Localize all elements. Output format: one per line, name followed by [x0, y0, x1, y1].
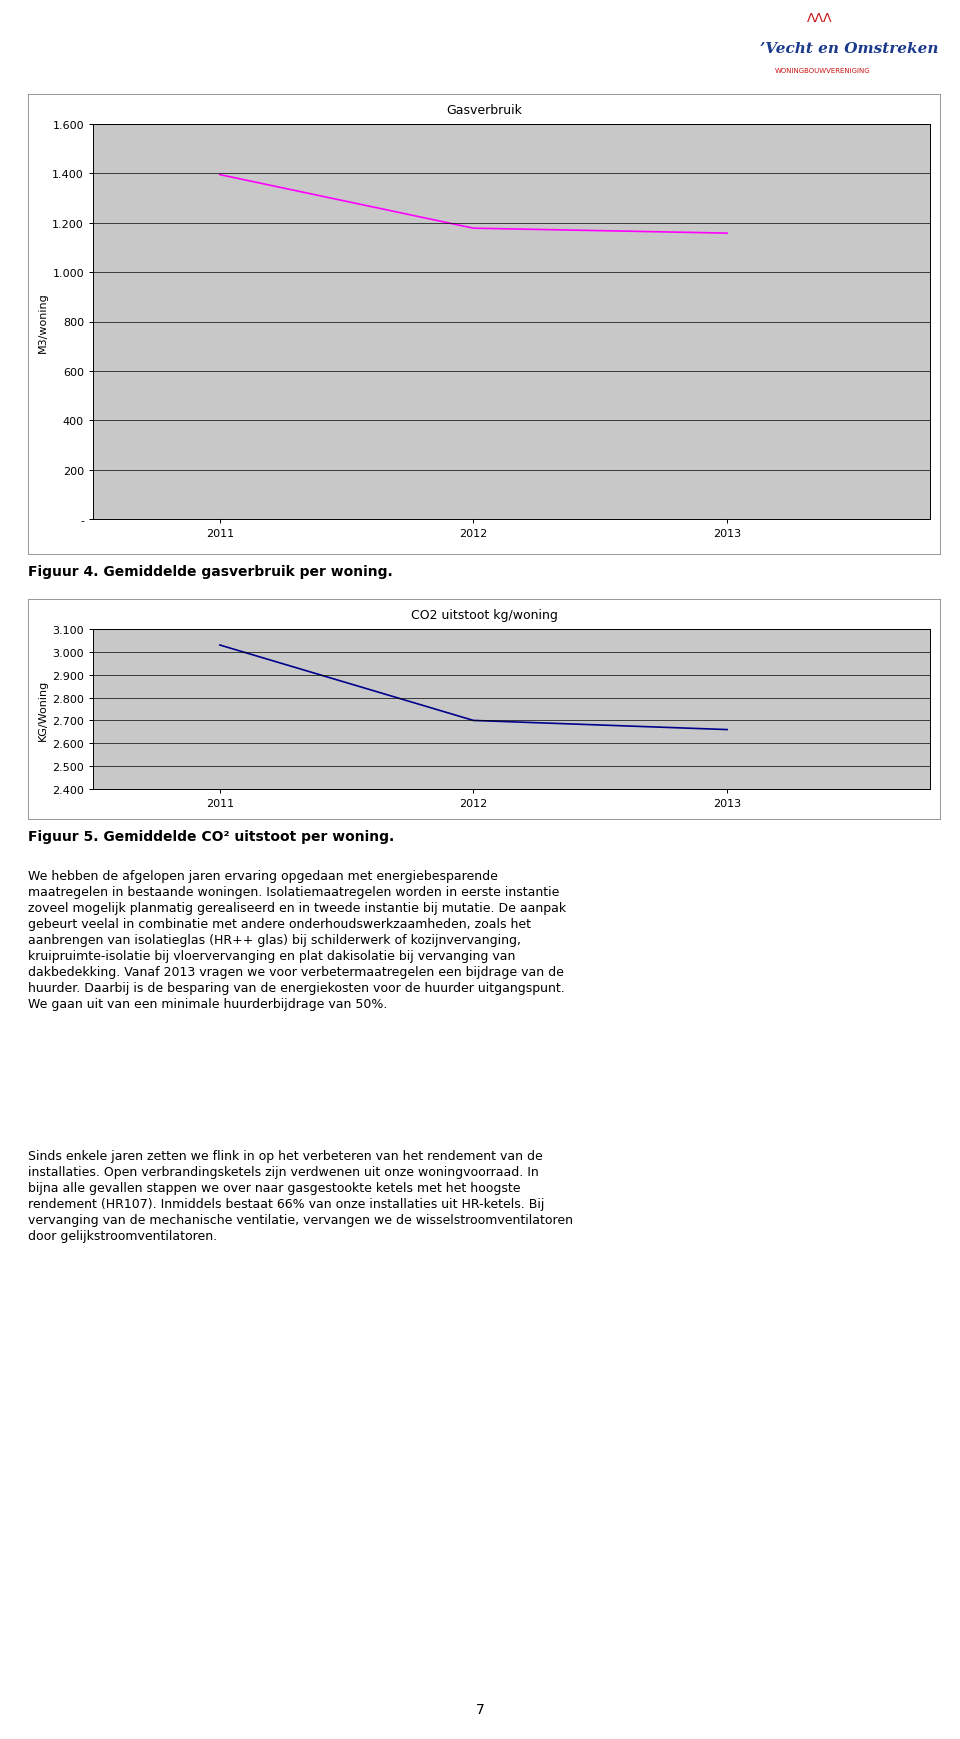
Text: installaties. Open verbrandingsketels zijn verdwenen uit onze woningvoorraad. In: installaties. Open verbrandingsketels zi…	[28, 1165, 539, 1179]
Text: Gasverbruik: Gasverbruik	[446, 103, 522, 117]
Text: door gelijkstroomventilatoren.: door gelijkstroomventilatoren.	[28, 1229, 217, 1242]
Text: bijna alle gevallen stappen we over naar gasgestookte ketels met het hoogste: bijna alle gevallen stappen we over naar…	[28, 1181, 520, 1195]
Text: WONINGBOUWVERENIGING: WONINGBOUWVERENIGING	[775, 68, 871, 75]
Text: zoveel mogelijk planmatig gerealiseerd en in tweede instantie bij mutatie. De aa: zoveel mogelijk planmatig gerealiseerd e…	[28, 901, 566, 915]
Text: maatregelen in bestaande woningen. Isolatiemaatregelen worden in eerste instanti: maatregelen in bestaande woningen. Isola…	[28, 885, 560, 899]
Text: gebeurt veelal in combinatie met andere onderhoudswerkzaamheden, zoals het: gebeurt veelal in combinatie met andere …	[28, 918, 531, 930]
Text: kruipruimte-isolatie bij vloervervanging en plat dakisolatie bij vervanging van: kruipruimte-isolatie bij vloervervanging…	[28, 949, 516, 962]
Text: huurder. Daarbij is de besparing van de energiekosten voor de huurder uitgangspu: huurder. Daarbij is de besparing van de …	[28, 981, 564, 995]
Y-axis label: KG/Woning: KG/Woning	[38, 678, 48, 741]
Text: We gaan uit van een minimale huurderbijdrage van 50%.: We gaan uit van een minimale huurderbijd…	[28, 998, 388, 1010]
Text: Figuur 5. Gemiddelde CO² uitstoot per woning.: Figuur 5. Gemiddelde CO² uitstoot per wo…	[28, 830, 395, 843]
Text: Sinds enkele jaren zetten we flink in op het verbeteren van het rendement van de: Sinds enkele jaren zetten we flink in op…	[28, 1149, 542, 1162]
Text: CO2 uitstoot kg/woning: CO2 uitstoot kg/woning	[411, 609, 558, 621]
Text: Figuur 4. Gemiddelde gasverbruik per woning.: Figuur 4. Gemiddelde gasverbruik per won…	[28, 565, 393, 579]
Text: dakbedekking. Vanaf 2013 vragen we voor verbetermaatregelen een bijdrage van de: dakbedekking. Vanaf 2013 vragen we voor …	[28, 965, 564, 979]
Text: aanbrengen van isolatieglas (HR++ glas) bij schilderwerk of kozijnvervanging,: aanbrengen van isolatieglas (HR++ glas) …	[28, 934, 521, 946]
Text: We hebben de afgelopen jaren ervaring opgedaan met energiebesparende: We hebben de afgelopen jaren ervaring op…	[28, 870, 498, 882]
Text: 7: 7	[475, 1702, 485, 1716]
Text: vervanging van de mechanische ventilatie, vervangen we de wisselstroomventilator: vervanging van de mechanische ventilatie…	[28, 1214, 573, 1226]
Text: ΛΛΛ: ΛΛΛ	[807, 12, 832, 24]
Text: rendement (HR107). Inmiddels bestaat 66% van onze installaties uit HR-ketels. Bi: rendement (HR107). Inmiddels bestaat 66%…	[28, 1198, 544, 1210]
Y-axis label: M3/woning: M3/woning	[38, 292, 48, 353]
Text: ’Vecht en Omstreken: ’Vecht en Omstreken	[760, 42, 939, 56]
